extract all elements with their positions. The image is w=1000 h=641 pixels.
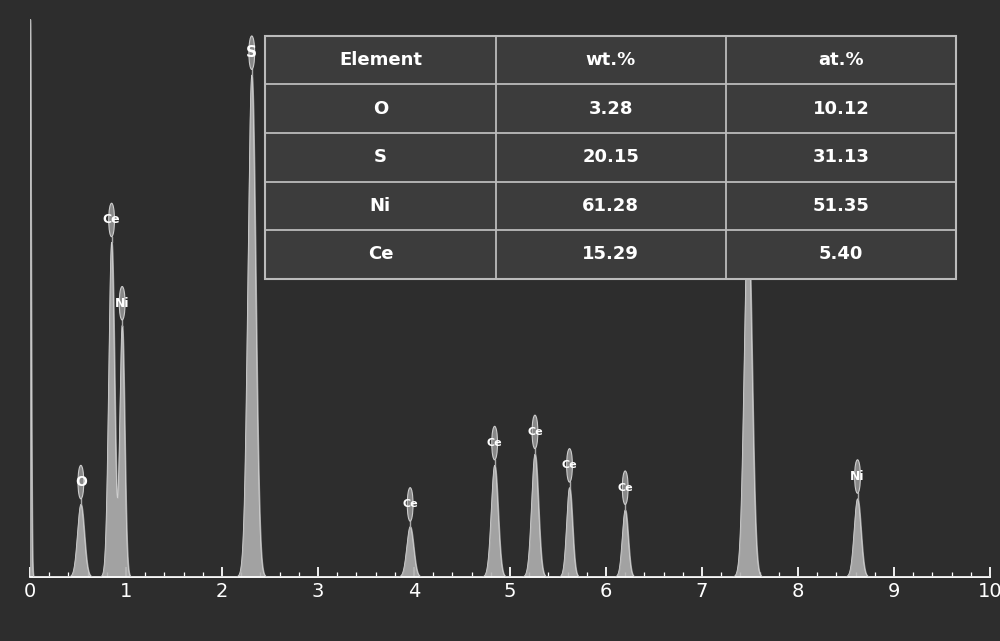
Circle shape xyxy=(492,426,498,460)
Text: Ce: Ce xyxy=(527,427,543,437)
Text: 15.29: 15.29 xyxy=(582,246,639,263)
Text: 61.28: 61.28 xyxy=(582,197,639,215)
Circle shape xyxy=(745,176,751,209)
Text: 31.13: 31.13 xyxy=(813,148,870,166)
Circle shape xyxy=(622,471,628,504)
Circle shape xyxy=(532,415,538,449)
Text: at.%: at.% xyxy=(818,51,864,69)
Text: Ce: Ce xyxy=(368,246,393,263)
Text: Ni: Ni xyxy=(739,185,757,199)
Text: O: O xyxy=(75,475,87,489)
Text: S: S xyxy=(246,46,257,60)
Text: 3.28: 3.28 xyxy=(589,100,633,118)
FancyBboxPatch shape xyxy=(265,36,956,279)
Circle shape xyxy=(407,488,413,521)
Text: Ni: Ni xyxy=(850,470,865,483)
Text: Ce: Ce xyxy=(103,213,120,226)
Text: Ce: Ce xyxy=(402,499,418,510)
Text: Ni: Ni xyxy=(370,197,391,215)
Circle shape xyxy=(78,465,84,499)
Text: 20.15: 20.15 xyxy=(582,148,639,166)
Text: 5.40: 5.40 xyxy=(819,246,863,263)
Circle shape xyxy=(249,36,255,69)
Circle shape xyxy=(109,203,114,237)
Text: 10.12: 10.12 xyxy=(813,100,870,118)
Text: Ce: Ce xyxy=(562,460,577,470)
Text: Element: Element xyxy=(339,51,422,69)
Circle shape xyxy=(119,287,125,320)
Text: Ni: Ni xyxy=(115,297,129,310)
Text: Ce: Ce xyxy=(617,483,633,493)
Text: wt.%: wt.% xyxy=(586,51,636,69)
Circle shape xyxy=(567,449,572,482)
Text: O: O xyxy=(373,100,388,118)
Text: 51.35: 51.35 xyxy=(813,197,870,215)
Circle shape xyxy=(855,460,860,494)
Text: Ce: Ce xyxy=(487,438,502,448)
Text: S: S xyxy=(374,148,387,166)
